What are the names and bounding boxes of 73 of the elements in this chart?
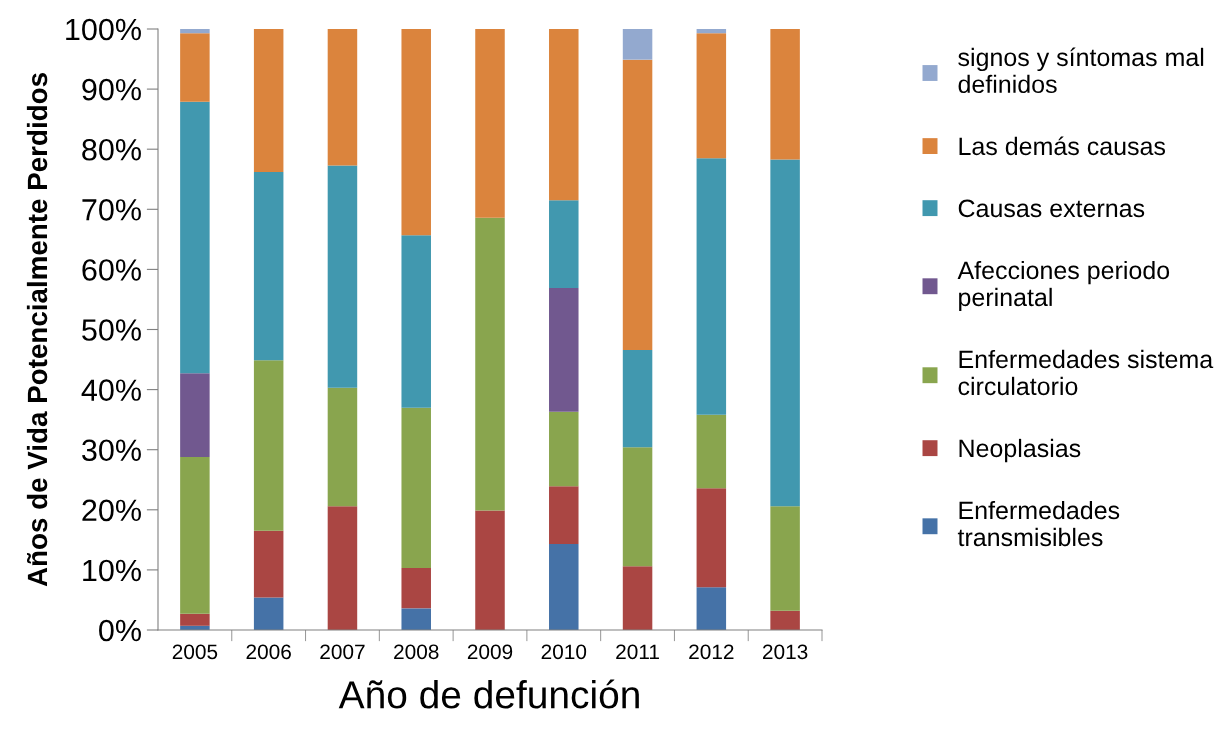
y-tick-label: 40% [81,379,141,401]
bar [180,101,210,374]
x-tick-label: 2012 [689,644,734,660]
y-tick-label: 100% [66,18,141,41]
y-tick-label: 80% [82,138,141,161]
legend-label: Neoplasias [959,438,1081,463]
legend-label: Afecciones periodo perinatal [957,260,1170,312]
bar [549,544,579,630]
bar [696,158,727,415]
bar [475,510,505,630]
bar [327,506,358,630]
bar [622,29,653,60]
bar [770,506,800,611]
y-tick-label: 0% [99,619,141,642]
bar [696,587,727,630]
bar [475,217,505,511]
bar [770,159,800,507]
bar [696,33,727,159]
bar [622,447,653,567]
y-tick-label: 90% [82,78,141,101]
bar [696,29,727,34]
bar [401,407,431,569]
y-tick-label: 70% [82,199,141,221]
bar [475,29,505,218]
bar [180,613,210,626]
bar [253,360,284,531]
y-axis-title: Años de Vida Potencialmente Perdidos [26,73,48,587]
bar [549,411,579,487]
x-tick-label: 2011 [616,644,659,660]
bar [327,165,358,388]
legend-label: Enfermedades transmisibles [957,500,1120,547]
bar [401,608,431,630]
bar [327,387,358,507]
x-tick-label: 2005 [172,644,218,660]
bar [622,566,653,630]
bar [180,456,210,614]
x-tick-label: 2008 [394,644,439,660]
y-tick-label: 30% [82,439,141,462]
bar [253,172,284,361]
y-tick-label: 60% [82,259,141,281]
bar [253,29,284,173]
bar [327,29,358,166]
bar [401,29,431,236]
x-tick-label: 2013 [762,644,808,660]
bar [622,349,653,448]
bar [696,414,727,489]
y-tick-label: 20% [82,499,141,522]
legend-label: Las demás causas [959,136,1166,156]
bar [180,33,210,102]
bar [180,29,210,34]
x-axis-title: Año de defunción [338,679,639,709]
y-tick-label: 50% [82,319,141,341]
x-tick-label: 2006 [246,644,291,660]
bar [549,288,579,412]
bar [253,597,284,630]
bar [696,488,727,588]
bar [253,530,284,598]
x-tick-label: 2010 [541,644,587,660]
bar [549,200,579,289]
bar [770,610,800,630]
bar [401,568,431,609]
bar [180,373,210,457]
x-tick-label: 2009 [467,644,513,660]
bar [549,29,579,201]
legend-label: Enfermedades sistema circulatorio [958,349,1214,396]
legend-label: signos y síntomas mal definidos [958,47,1204,94]
x-tick-label: 2007 [320,644,365,660]
bar [622,59,653,350]
legend-label: Causas externas [958,199,1145,218]
y-tick-label: 10% [83,559,141,582]
bar [549,486,579,545]
bar [770,29,800,160]
bar [401,235,431,408]
